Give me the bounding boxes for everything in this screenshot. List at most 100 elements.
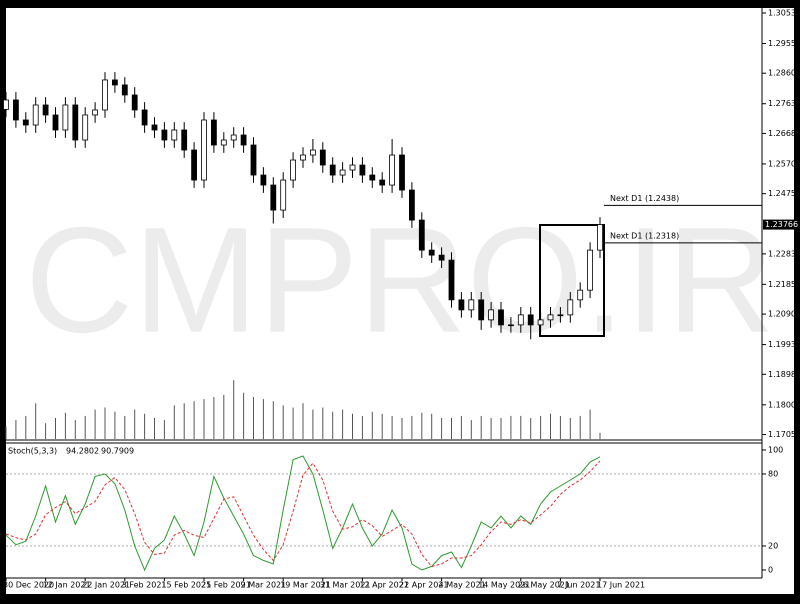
indicator-title: Stoch(5,3,3) [8,447,57,456]
y-tick-label: 1.26680 [768,129,800,138]
candle-body [349,164,356,171]
candle-body [191,149,198,181]
candle-body [230,134,237,141]
candle-body [359,164,366,176]
y-tick-label: 1.29555 [768,39,800,48]
y-tick-label: 1.21855 [768,280,800,289]
candle-body [82,114,89,141]
y-tick-label: 1.30530 [768,9,800,18]
indicator-line [5,460,601,567]
candle-body [280,179,287,211]
candle-body [319,149,326,166]
indicator-value: 90.7909 [101,447,134,456]
candle-body [92,109,98,116]
highlight-box [539,224,605,337]
candle-body [52,114,59,131]
y-tick-label: 1.25705 [768,159,800,168]
current-price-bg [763,219,794,230]
x-tick-label: 3 Feb 2021 [122,581,167,590]
candle-body [260,174,267,186]
y-tick-label: 20 [768,541,778,550]
y-tick-label: 80 [768,469,778,478]
x-tick-label: 15 Feb 2021 [161,581,211,590]
candle-body [131,94,138,111]
candle-body [458,299,465,311]
level-label: Next D1 (1.2438) [610,194,679,203]
candle-body [161,129,168,141]
candle-body [72,104,79,141]
y-tick-label: 1.22830 [768,249,800,258]
y-tick-label: 0 [768,565,773,574]
candle-body [121,84,128,96]
candle-body [210,119,217,146]
candle-body [102,79,108,111]
y-tick-label: 1.20905 [768,310,800,319]
candle-body [62,104,69,131]
y-tick-label: 1.18005 [768,400,800,409]
candle-body [557,314,564,317]
candle-body [468,299,475,311]
x-tick-label: 7 Jun 2021 [557,581,600,590]
y-tick-label: 100 [768,445,783,454]
candle-body [141,109,148,126]
x-tick-label: 26 May 2021 [518,581,570,590]
candle-body [42,104,49,116]
candle-body [488,309,495,321]
candle-body [369,174,376,181]
x-tick-label: 14 May 2021 [478,581,530,590]
x-tick-label: 4 May 2021 [439,581,486,590]
candle-body [300,154,306,161]
level-label: Next D1 (1.2318) [610,231,679,240]
candle-body [547,314,554,321]
candle-body [418,219,425,251]
candle-body [408,189,415,221]
candle-body [329,164,336,176]
candle-body [151,124,158,131]
candle-body [587,249,593,291]
candle-body [567,299,574,316]
candle-body [22,119,29,126]
candle-body [220,139,227,146]
x-tick-label: 22 Jan 2021 [82,581,130,590]
candle-body [428,249,435,256]
watermark: CMPRO.IR [25,196,775,364]
x-tick-label: 31 Mar 2021 [320,581,371,590]
x-tick-label: 17 Jun 2021 [597,581,645,590]
candle-body [339,169,346,176]
candle-body [527,314,534,326]
candle-body [478,299,485,321]
x-tick-label: 25 Feb 2021 [201,581,251,590]
candle-body [270,184,277,211]
candle-body [597,224,603,251]
x-tick-label: 22 Apr 2021 [399,581,448,590]
candle-body [577,289,584,301]
candle-body [399,154,405,191]
candle-body [537,319,544,326]
candle-body [517,314,524,326]
current-price-label: 1.23766 [765,220,798,229]
candle-body [181,129,188,151]
candle-body [438,254,445,261]
x-tick-label: 30 Dec 2020 [3,581,54,590]
candle-body [112,79,118,86]
candle-body [389,154,396,186]
y-tick-label: 1.19930 [768,340,800,349]
indicator-value: 94.2802 [66,447,99,456]
x-tick-label: 12 Jan 2021 [43,581,91,590]
candle-body [507,324,514,327]
candle-body [309,149,316,156]
y-tick-label: 1.17055 [768,430,800,439]
candle-body [240,134,247,146]
candle-body [32,104,39,126]
candle-body [171,129,178,141]
candle-body [290,159,297,181]
candle-body [250,144,257,176]
candle-body [448,259,455,301]
x-tick-label: 9 Mar 2021 [241,581,287,590]
candle-body [201,119,207,181]
y-tick-label: 1.27630 [768,99,800,108]
y-tick-label: 1.28605 [768,69,800,78]
y-tick-label: 1.24755 [768,189,800,198]
